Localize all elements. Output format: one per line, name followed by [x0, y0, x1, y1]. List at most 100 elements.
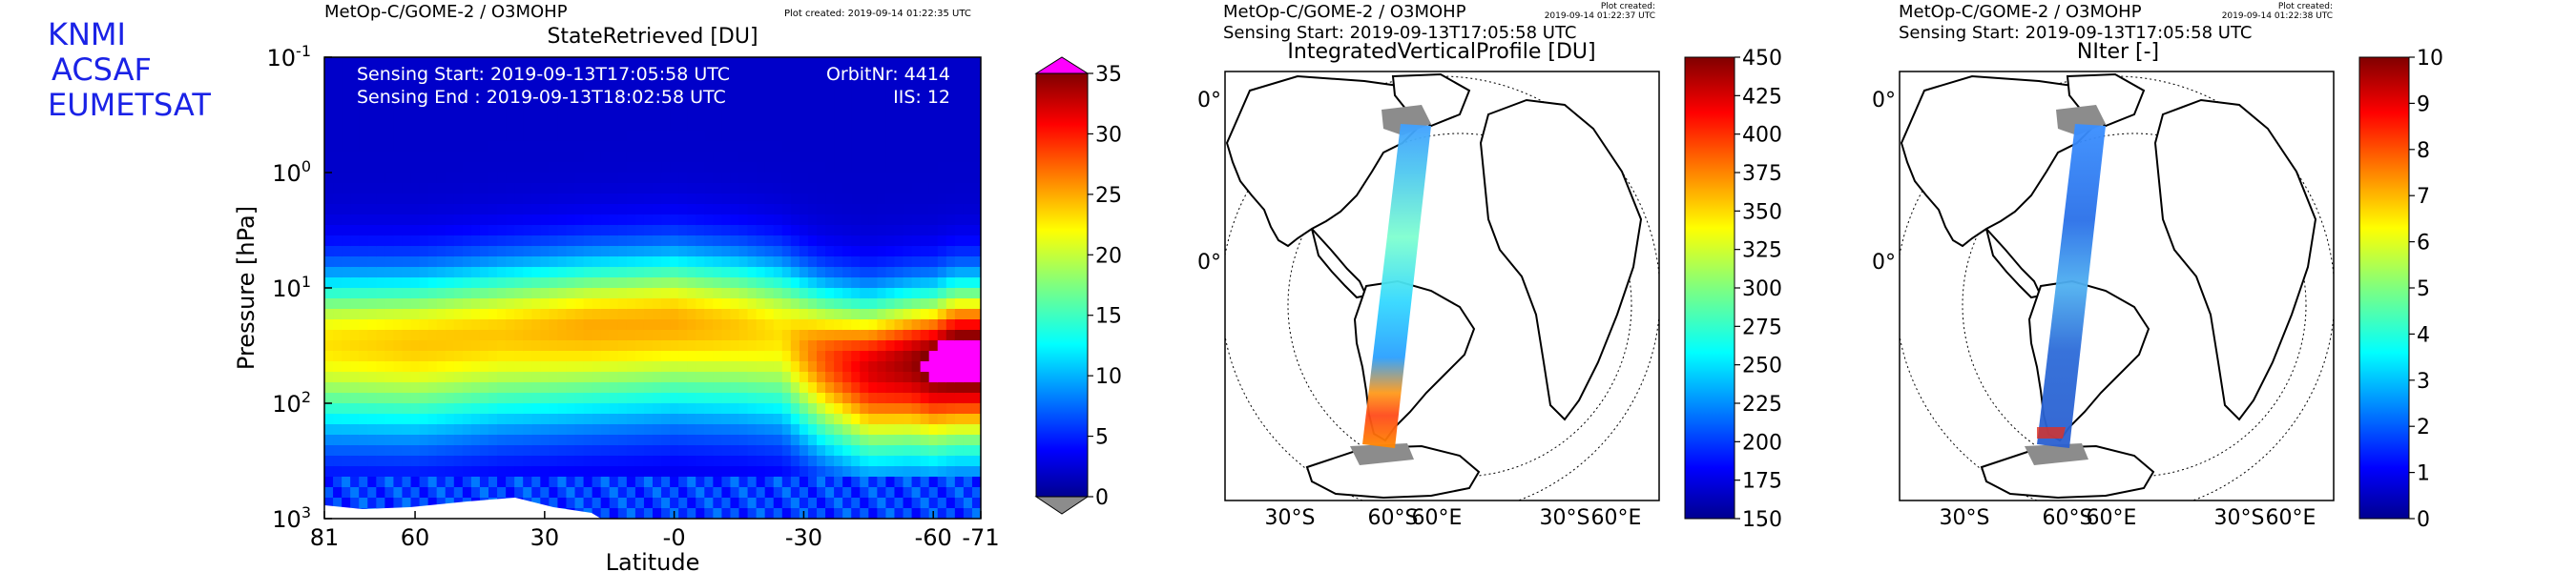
curtain-cell	[678, 435, 688, 446]
curtain-cell	[367, 68, 377, 79]
curtain-cell	[945, 235, 956, 247]
curtain-cell	[945, 498, 956, 509]
curtain-cell	[583, 131, 593, 142]
curtain-cell	[549, 89, 559, 100]
curtain-cell	[523, 225, 532, 236]
curtain-cell	[738, 99, 749, 111]
curtain-cell	[436, 372, 447, 383]
curtain-cell	[523, 183, 532, 194]
curtain-cell	[860, 214, 869, 226]
curtain-cell	[574, 173, 585, 184]
curtain-cell	[928, 466, 939, 478]
curtain-cell	[661, 141, 671, 153]
curtain-cell	[954, 110, 965, 121]
curtain-cell	[574, 466, 585, 478]
curtain-cell	[634, 361, 645, 373]
curtain-cell	[643, 183, 654, 194]
curtain-cell	[531, 414, 541, 425]
curtain-cell	[894, 99, 904, 111]
curtain-cell	[920, 256, 930, 268]
curtain-cell	[384, 309, 395, 320]
curtain-cell	[600, 89, 611, 100]
curtain-cell	[928, 424, 939, 436]
curtain-cell	[342, 445, 351, 457]
curtain-cell	[894, 351, 904, 362]
curtain-cell	[945, 173, 956, 184]
curtain-cell	[402, 225, 412, 236]
curtain-cell	[549, 351, 559, 362]
curtain-cell	[376, 120, 385, 132]
curtain-cell	[696, 131, 705, 142]
curtain-cell	[359, 131, 368, 142]
curtain-cell	[497, 340, 507, 352]
curtain-cell	[738, 456, 749, 467]
curtain-cell	[920, 288, 930, 299]
curtain-cell	[807, 330, 818, 341]
curtain-cell	[350, 225, 360, 236]
curtain-cell	[462, 445, 472, 457]
curtain-cell	[523, 152, 532, 163]
curtain-cell	[419, 99, 429, 111]
curtain-cell	[462, 246, 472, 257]
curtain-cell	[376, 477, 385, 488]
curtain-cell	[954, 414, 965, 425]
curtain-cell	[756, 235, 766, 247]
curtain-cell	[687, 173, 696, 184]
curtain-cell	[462, 68, 472, 79]
curtain-cell	[609, 351, 619, 362]
p2-title: IntegratedVerticalProfile [DU]	[1287, 40, 1596, 64]
curtain-cell	[971, 445, 981, 457]
curtain-cell	[333, 214, 343, 226]
curtain-cell	[687, 288, 696, 299]
curtain-cell	[781, 508, 792, 519]
curtain-cell	[817, 330, 826, 341]
curtain-cell	[583, 288, 593, 299]
curtain-cell	[851, 466, 861, 478]
curtain-cell	[825, 435, 835, 446]
curtain-cell	[954, 477, 965, 488]
curtain-cell	[730, 173, 740, 184]
curtain-cell	[894, 131, 904, 142]
curtain-cell	[540, 173, 550, 184]
p1-colorbar-label: 30	[1095, 123, 1122, 147]
curtain-cell	[333, 78, 343, 90]
curtain-cell	[583, 256, 593, 268]
curtain-terrain	[324, 498, 601, 519]
curtain-cell	[488, 194, 498, 205]
curtain-cell	[367, 435, 377, 446]
curtain-cell	[634, 89, 645, 100]
curtain-cell	[678, 466, 688, 478]
curtain-cell	[583, 267, 593, 278]
curtain-cell	[799, 152, 809, 163]
curtain-cell	[799, 414, 809, 425]
curtain-cell	[600, 372, 611, 383]
curtain-cell	[643, 267, 654, 278]
curtain-cell	[678, 173, 688, 184]
curtain-cell	[842, 319, 852, 331]
curtain-cell	[799, 68, 809, 79]
curtain-cell	[549, 173, 559, 184]
curtain-cell	[885, 183, 896, 194]
curtain-cell	[324, 456, 334, 467]
p3-graticule-inner	[1962, 133, 2307, 478]
curtain-cell	[661, 309, 671, 320]
curtain-cell	[333, 477, 343, 488]
curtain-cell	[799, 372, 809, 383]
curtain-cell	[851, 214, 861, 226]
curtain-cell	[540, 225, 550, 236]
curtain-cell	[333, 435, 343, 446]
curtain-cell	[756, 78, 766, 90]
curtain-cell	[445, 152, 455, 163]
curtain-cell	[342, 487, 351, 499]
curtain-cell	[643, 351, 654, 362]
curtain-cell	[963, 298, 973, 310]
curtain-cell	[514, 351, 524, 362]
curtain-cell	[393, 204, 404, 215]
curtain-cell	[609, 256, 619, 268]
curtain-cell	[531, 120, 541, 132]
curtain-cell	[817, 435, 826, 446]
curtain-cell	[696, 403, 705, 415]
curtain-cell	[773, 393, 783, 404]
curtain-cell	[834, 361, 843, 373]
curtain-cell	[583, 456, 593, 467]
